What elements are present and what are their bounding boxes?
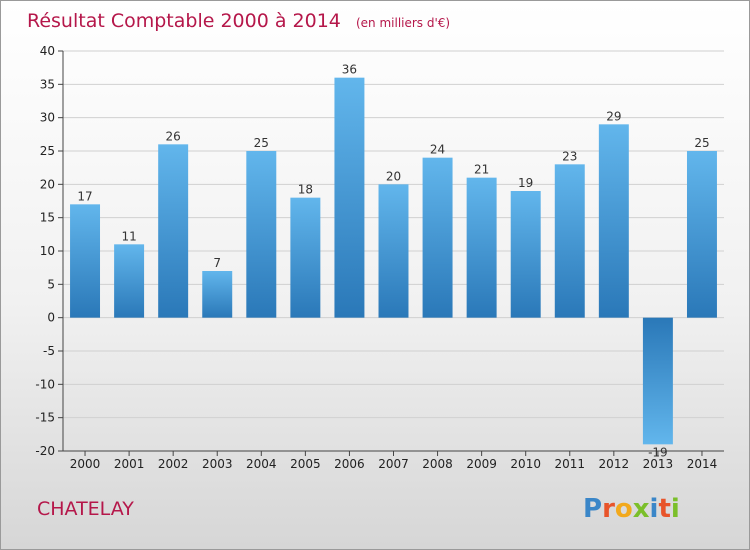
bar-2008 [422,157,453,318]
data-label-2005: 18 [298,183,313,197]
bar-2003 [202,271,233,318]
x-tick-label-2008: 2008 [422,457,453,471]
y-tick-label-2: 30 [40,111,55,125]
bar-2009 [466,177,497,318]
data-label-2004: 25 [254,136,269,150]
bars [70,77,717,445]
axes [58,50,724,456]
town-name: CHATELAY [37,498,134,520]
data-label-2013: -19 [648,445,668,459]
y-tick-label-7: 5 [47,277,55,291]
bar-2010 [510,191,541,318]
bar-2004 [246,151,277,318]
data-label-2000: 17 [77,189,92,203]
x-tick-label-2006: 2006 [334,457,365,471]
y-tick-label-0: 40 [40,44,55,58]
y-tick-label-1: 35 [40,77,55,91]
data-label-2012: 29 [606,109,621,123]
y-tick-label-10: -10 [35,377,55,391]
data-label-2003: 7 [213,256,221,270]
y-tick-label-9: -5 [43,344,55,358]
x-tick-label-2013: 2013 [643,457,674,471]
x-tick-label-2002: 2002 [158,457,189,471]
bar-2014 [686,151,717,318]
data-label-2001: 11 [121,229,136,243]
y-tick-label-5: 15 [40,211,55,225]
x-tick-label-2009: 2009 [466,457,497,471]
y-tick-label-8: 0 [47,311,55,325]
bar-2005 [290,197,321,318]
data-label-2007: 20 [386,169,401,183]
x-tick-label-2007: 2007 [378,457,409,471]
data-labels: 17 11 26 7 25 18 36 20 24 21 19 23 29 -19 25 [77,63,709,460]
x-tick-label-2001: 2001 [114,457,145,471]
data-label-2006: 36 [342,63,357,77]
x-tick-labels: 2000 2001 2002 2003 2004 2005 2006 2007 2008 2009… [70,457,717,471]
bar-2011 [554,164,585,318]
x-tick-label-2014: 2014 [687,457,718,471]
chart-title: Résultat Comptable 2000 à 2014 (en milli… [27,10,450,32]
y-tick-label-11: -15 [35,411,55,425]
data-label-2002: 26 [166,129,181,143]
x-tick-label-2005: 2005 [290,457,321,471]
data-label-2010: 19 [518,176,533,190]
data-label-2009: 21 [474,163,489,177]
chart-title-main: Résultat Comptable 2000 à 2014 [27,10,341,32]
y-tick-label-4: 20 [40,177,55,191]
data-label-2008: 24 [430,143,445,157]
x-tick-label-2000: 2000 [70,457,101,471]
data-label-2014: 25 [694,136,709,150]
x-tick-label-2004: 2004 [246,457,277,471]
bar-2000 [70,204,101,318]
bar-2007 [378,184,409,318]
proxiti-logo: Proxiti [583,494,680,524]
chart-title-unit: (en milliers d'€) [356,16,450,30]
bar-2001 [114,244,145,318]
x-tick-label-2010: 2010 [510,457,541,471]
bar-2006 [334,77,365,318]
y-tick-label-12: -20 [35,444,55,458]
bar-2013 [642,317,673,445]
y-tick-labels: 40 35 30 25 20 15 10 5 0 -5 -10 -15 -20 [35,44,55,458]
bar-2002 [158,144,189,318]
bar-2012 [598,124,629,318]
x-tick-label-2011: 2011 [554,457,585,471]
data-label-2011: 23 [562,149,577,163]
x-tick-label-2012: 2012 [599,457,630,471]
y-tick-label-6: 10 [40,244,55,258]
y-tick-label-3: 25 [40,144,55,158]
x-tick-label-2003: 2003 [202,457,233,471]
